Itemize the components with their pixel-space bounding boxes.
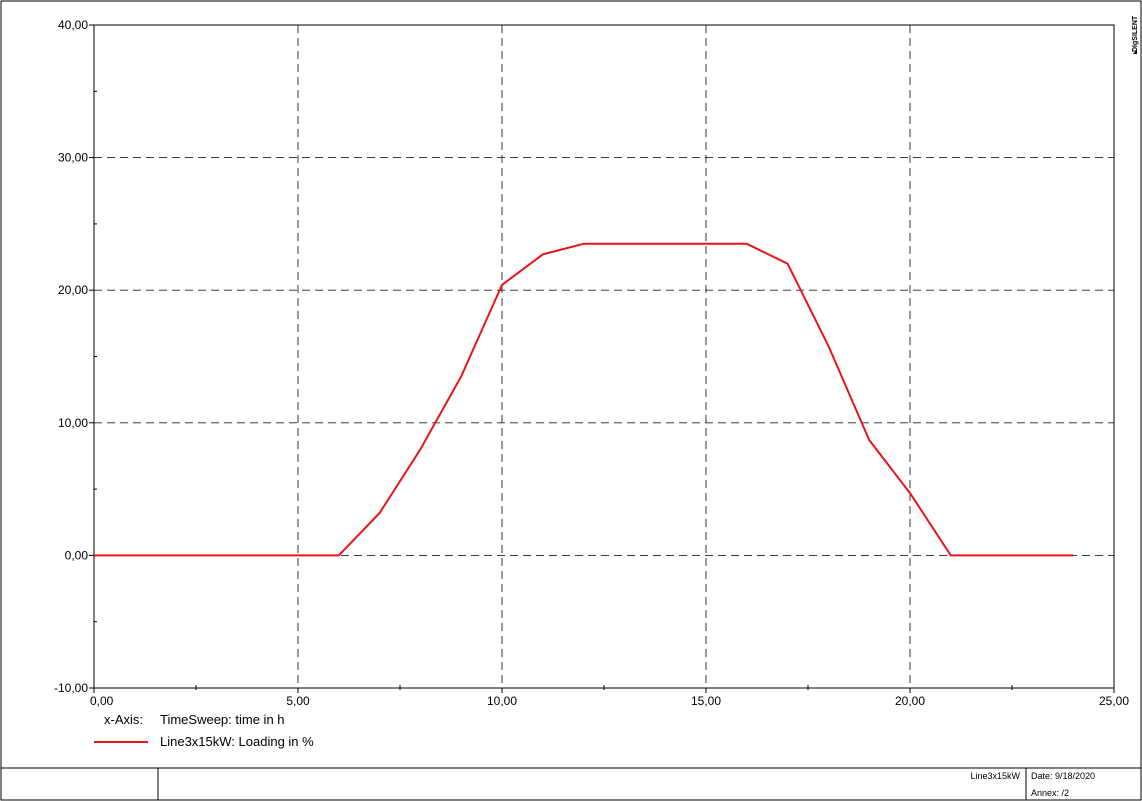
y-tick-label: 0,00	[65, 548, 89, 562]
footer-date: Date: 9/18/2020	[1031, 771, 1095, 781]
logo-text: DIgSILENT	[1132, 15, 1139, 52]
x-tick-label: 0,00	[90, 694, 114, 708]
legend: x-Axis: TimeSweep: time in h Line3x15kW:…	[94, 712, 314, 749]
y-tick-label: 10,00	[58, 416, 88, 430]
x-tick-label: 25,00	[1099, 694, 1129, 708]
series-line	[94, 242, 1074, 557]
plot-border	[93, 24, 1115, 689]
x-tick-label: 20,00	[895, 694, 925, 708]
y-tick-label: 40,00	[58, 18, 88, 32]
y-tick-label: -10,00	[54, 681, 88, 695]
plot-area: 0,00 5,00 10,00 15,00 20,00 25,00-10,000,0010…	[54, 18, 1129, 708]
x-axis-prefix: x-Axis:	[104, 712, 143, 727]
y-tick-label: 20,00	[58, 283, 88, 297]
x-tick-label: 15,00	[691, 694, 721, 708]
footer-annex: Annex: /2	[1031, 788, 1069, 798]
x-tick-label: 10,00	[487, 694, 517, 708]
digsilent-logo: DIgSILENT	[1132, 15, 1139, 54]
x-tick-label: 5,00	[286, 694, 310, 708]
footer-object-name: Line3x15kW	[970, 771, 1020, 781]
legend-series-label: Line3x15kW: Loading in %	[160, 734, 314, 749]
y-tick-label: 30,00	[58, 151, 88, 165]
x-axis-label: TimeSweep: time in h	[160, 712, 285, 727]
footer-block: Line3x15kW Date: 9/18/2020 Annex: /2	[1, 767, 1141, 800]
